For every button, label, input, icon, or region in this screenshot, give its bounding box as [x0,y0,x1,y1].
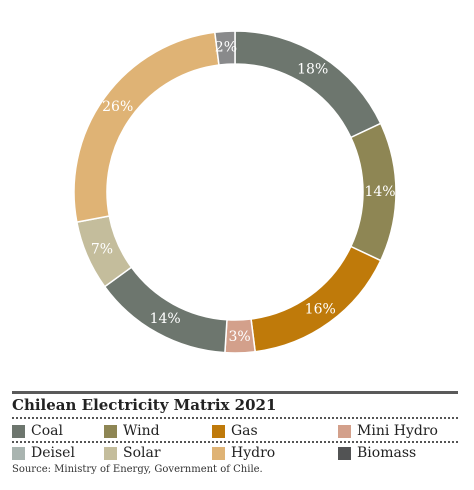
legend-label: Biomass [357,445,417,461]
slice-hydro-6 [73,31,220,224]
legend-item-gas: Gas [212,420,338,442]
legend-item-solar: Solar [104,442,212,464]
legend-item-biomass: Biomass [338,442,416,464]
legend-swatch [12,424,25,438]
slice-label: 3% [228,329,250,345]
legend-label: Wind [123,423,160,439]
slice-biomass-7 [213,30,236,66]
legend-swatch [212,446,225,460]
title-rule [12,391,458,394]
legend-item-deisel: Deisel [12,442,104,464]
slice-label: 14% [150,311,181,327]
slice-coal-4 [103,266,228,354]
legend-divider [12,441,458,443]
legend: Coal Wind Gas Mini Hydro Deisel Solar Hy… [12,420,458,464]
legend-swatch [104,424,117,438]
slice-label: 2% [215,39,237,55]
slice-label: 18% [297,62,328,78]
slice-label: 16% [305,301,336,317]
donut-chart: 18% 14% 16% 3% 14% 7% 26% 2% [73,30,397,354]
legend-label: Coal [31,423,63,439]
legend-item-mini-hydro: Mini Hydro [338,420,438,442]
legend-swatch [338,424,351,438]
legend-item-hydro: Hydro [212,442,338,464]
legend-swatch [12,446,25,460]
slice-gas-2 [250,245,382,353]
slice-label: 14% [364,184,395,200]
slice-label: 26% [102,99,133,115]
legend-row-1: Coal Wind Gas Mini Hydro [12,420,458,442]
legend-label: Solar [123,445,161,461]
chart-title: Chilean Electricity Matrix 2021 [12,396,277,414]
legend-label: Mini Hydro [357,423,438,439]
legend-item-wind: Wind [104,420,212,442]
legend-swatch [104,446,117,460]
legend-swatch [338,446,351,460]
legend-label: Gas [231,423,258,439]
slice-label: 7% [91,242,113,258]
source-note: Source: Ministry of Energy, Government o… [12,464,263,475]
title-divider [12,417,458,419]
slice-coal-0 [234,30,382,139]
legend-item-coal: Coal [12,420,104,442]
legend-label: Deisel [31,445,75,461]
legend-label: Hydro [231,445,276,461]
legend-row-2: Deisel Solar Hydro Biomass [12,442,458,464]
legend-swatch [212,424,225,438]
